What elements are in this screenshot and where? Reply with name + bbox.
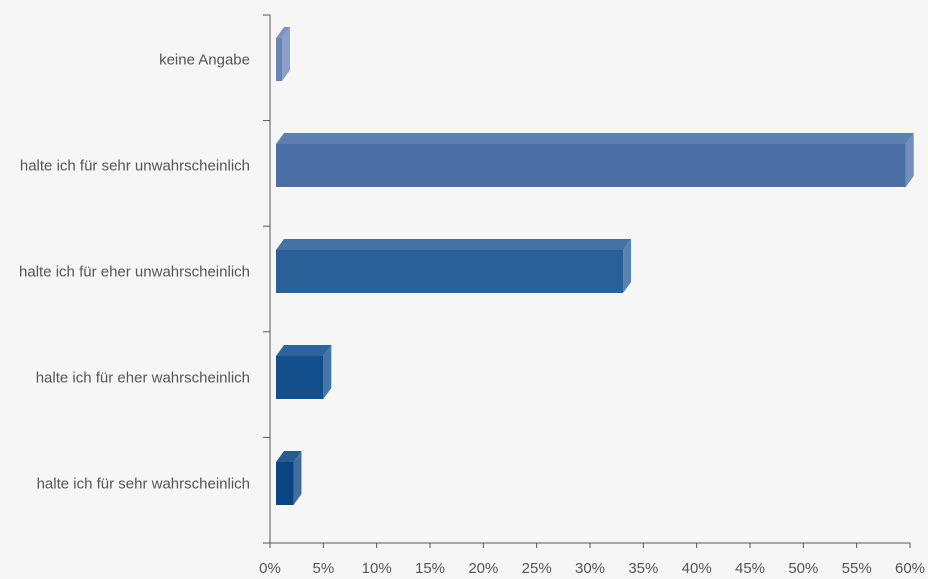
x-tick-label: 35% [628,560,658,577]
category-labels-group: keine Angabe halte ich für sehr unwahrsch… [19,52,250,493]
bar [276,345,332,399]
bar [276,27,290,81]
bar-top-face [276,133,914,144]
bar-side-face [293,451,302,505]
category-label: halte ich für eher unwahrscheinlich [19,264,250,281]
x-tick-label: 40% [682,560,712,577]
x-tick-label: 5% [312,560,334,577]
bar-top-face [276,27,290,38]
x-tick-label: 25% [522,560,552,577]
bar [276,133,914,187]
category-label: keine Angabe [159,52,250,69]
bar-side-face [905,133,914,187]
x-tick-label: 55% [842,560,872,577]
bar-top-face [276,451,302,462]
bar-front-face [276,356,324,399]
bar-front-face [276,144,906,187]
bar [276,239,632,293]
x-tick-label: 45% [735,560,765,577]
category-label: halte ich für sehr unwahrscheinlich [20,158,250,175]
bar-side-face [282,27,290,81]
axes-group [263,14,911,548]
bar-front-face [276,250,624,293]
category-label: halte ich für eher wahrscheinlich [36,370,250,387]
bar-side-face [623,239,632,293]
x-tick-label: 0% [259,560,281,577]
bar-side-face [323,345,332,399]
bars-group [276,27,914,505]
bar-front-face [276,462,294,505]
x-tick-labels-group: 0% 5% 10% 15% 20% 25% 30% 35% 40% 45% 50% 55% 60% [259,560,925,577]
x-tick-label: 50% [788,560,818,577]
x-tick-label: 15% [415,560,445,577]
x-tick-label: 60% [895,560,925,577]
bar-top-face [276,345,332,356]
bar [276,451,302,505]
x-tick-label: 30% [575,560,605,577]
bar-front-face [276,38,282,81]
category-label: halte ich für sehr wahrscheinlich [37,476,250,493]
x-tick-label: 20% [468,560,498,577]
x-tick-label: 10% [362,560,392,577]
bar-top-face [276,239,632,250]
